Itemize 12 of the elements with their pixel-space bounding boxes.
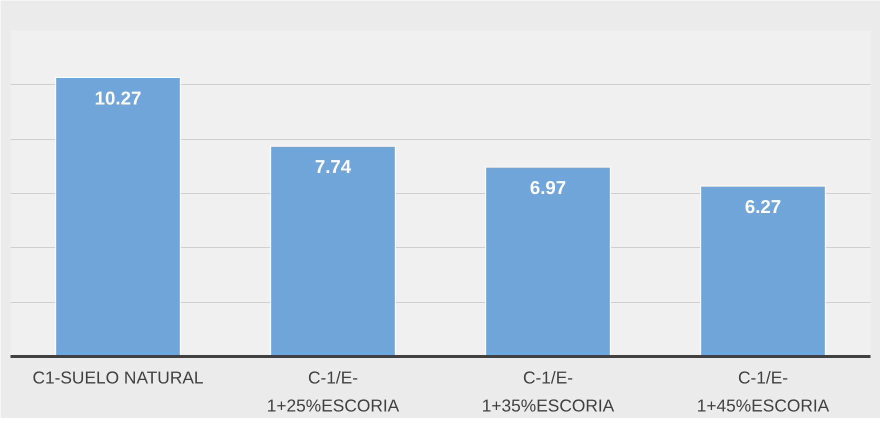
bar	[485, 166, 611, 356]
data-label: 6.97	[530, 177, 566, 198]
x-tick-label: C-1/E-1+35%ESCORIA	[482, 368, 615, 416]
data-label: 7.74	[314, 156, 352, 178]
x-tick-label: C1-SUELO NATURAL	[32, 368, 204, 388]
bar	[270, 146, 396, 356]
bar	[700, 186, 826, 356]
data-label: 6.27	[744, 196, 782, 218]
x-tick-label: C-1/E-1+25%ESCORIA	[266, 368, 400, 416]
x-tick-label: C-1/E-1+45%ESCORIA	[696, 368, 830, 416]
data-label: 10.27	[94, 88, 142, 108]
bar	[55, 77, 181, 356]
